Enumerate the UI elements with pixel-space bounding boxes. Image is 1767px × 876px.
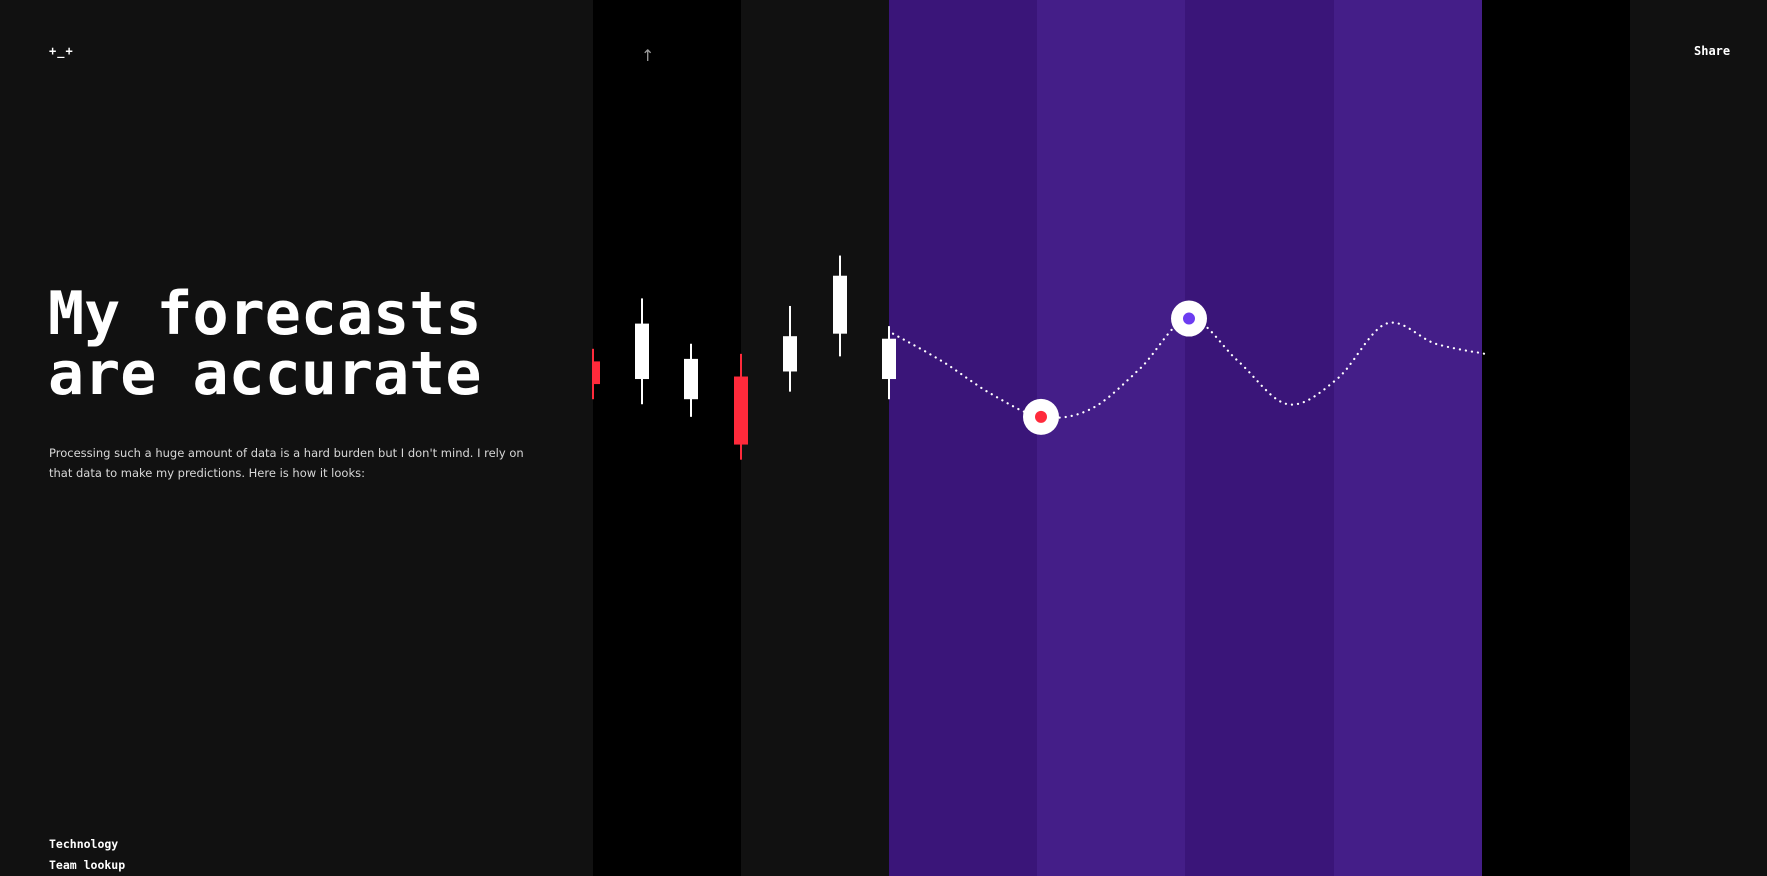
background-band-gray (741, 0, 889, 876)
forecast-line (891, 317, 1487, 419)
background-band-purple-2 (1037, 0, 1185, 876)
forecast-marker-dot-0 (1035, 410, 1047, 423)
share-button[interactable]: Share (1694, 44, 1731, 58)
nav-link-team-lookup[interactable]: Team lookup (49, 858, 126, 872)
background-band-purple-1 (889, 0, 1037, 876)
page-title: My forecasts are accurate (48, 284, 481, 404)
forecast-marker-dot-1 (1183, 312, 1195, 325)
logo[interactable]: +_+ (49, 44, 74, 58)
background-band-purple-4 (1334, 0, 1482, 876)
forecast-markers (1023, 300, 1207, 435)
candle-body-1 (635, 323, 649, 380)
background-band-gray-2 (1630, 0, 1767, 876)
background-band-purple-3 (1185, 0, 1334, 876)
candlestick-series (592, 255, 896, 460)
bottom-nav: Technology Team lookup (49, 834, 125, 876)
candle-body-3 (734, 376, 748, 445)
background-band-dark-2 (1482, 0, 1630, 876)
page-title-line-1: My forecasts (48, 279, 482, 349)
hero-description: Processing such a huge amount of data is… (49, 446, 524, 480)
arrow-up-icon[interactable]: ↑ (641, 46, 655, 65)
candle-body-5 (833, 275, 847, 334)
candle-body-2 (684, 358, 698, 400)
candle-body-6 (882, 338, 896, 380)
background-band-dark-1 (593, 0, 741, 876)
nav-link-technology[interactable]: Technology (49, 837, 119, 851)
candle-body-0 (593, 361, 600, 385)
page-title-line-2: are accurate (48, 339, 482, 409)
candle-body-4 (783, 336, 797, 372)
